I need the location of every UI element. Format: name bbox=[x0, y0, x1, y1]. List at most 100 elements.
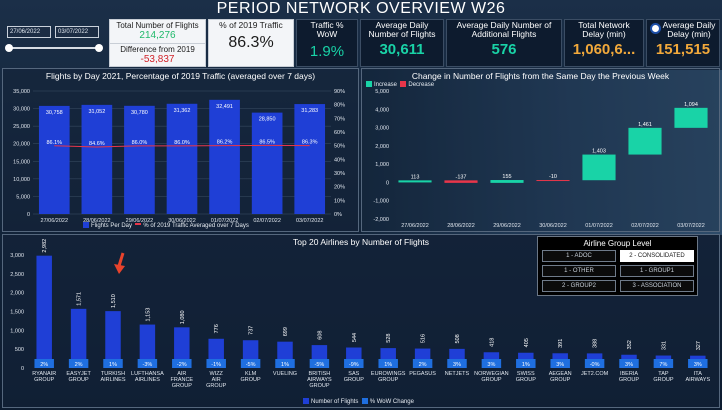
wow-change-bar bbox=[103, 359, 123, 368]
waterfall-value-label: -137 bbox=[455, 174, 466, 180]
airline-group-option-consolidated[interactable]: 2 - CONSOLIDATED bbox=[620, 250, 694, 262]
y2-tick-label: 50% bbox=[334, 144, 345, 150]
airline-bar bbox=[105, 311, 121, 368]
background-window bbox=[362, 70, 722, 235]
y-tick-label: 2,000 bbox=[375, 144, 389, 150]
airline-name-label: SAS bbox=[348, 371, 359, 377]
kpi-pct-2019-value: 86.3% bbox=[228, 34, 274, 51]
waterfall-value-label: -10 bbox=[549, 174, 557, 180]
airline-name-label: GROUP bbox=[619, 377, 640, 383]
kpi-traffic-wow-label: Traffic % WoW bbox=[310, 20, 344, 39]
y-tick-label: 0 bbox=[27, 212, 30, 218]
x-tick-label: 02/07/2022 bbox=[253, 218, 281, 224]
legend-decrease-swatch bbox=[400, 81, 407, 87]
airline-group-option-other[interactable]: 1 - OTHER bbox=[542, 265, 616, 277]
y-tick-label: 5,000 bbox=[375, 89, 389, 95]
y-tick-label: 3,000 bbox=[375, 126, 389, 132]
waterfall-bar bbox=[536, 180, 570, 182]
airline-group-option-group2[interactable]: 2 - GROUP2 bbox=[542, 280, 616, 292]
wow-change-bar bbox=[584, 359, 605, 368]
weekly-change-chart: -2,000 -1,000 0 1,000 2,000 3,000 4,000 5,000 11… bbox=[373, 89, 708, 229]
kpi-total-flights-label: Total Number of Flights bbox=[116, 21, 199, 30]
airline-bar bbox=[70, 308, 87, 368]
x-tick-label: 27/06/2022 bbox=[41, 218, 69, 224]
date-slider-start-handle[interactable] bbox=[5, 44, 13, 52]
y2-tick-label: 20% bbox=[334, 185, 345, 191]
date-slider-track[interactable] bbox=[7, 47, 99, 49]
pct-label: 86.0% bbox=[174, 140, 190, 146]
wow-change-bar bbox=[34, 359, 54, 368]
airline-name-label: NETJETS bbox=[445, 371, 470, 377]
airline-name-label: AIRLINES bbox=[135, 377, 160, 383]
airline-name-label: AIRWAYS bbox=[685, 377, 710, 383]
legend-airline-flights: Number of Flights bbox=[311, 399, 359, 405]
airline-group-option-group1[interactable]: 1 - GROUP1 bbox=[620, 265, 694, 277]
bar-value-label: 31,283 bbox=[301, 108, 318, 114]
x-tick-label: 01/07/2022 bbox=[211, 218, 239, 224]
wow-change-bar bbox=[619, 359, 639, 368]
y2-tick-label: 40% bbox=[334, 157, 345, 163]
bar bbox=[124, 105, 155, 214]
date-range-slicer[interactable]: 27/06/2022 03/07/2022 bbox=[3, 20, 103, 64]
date-slider-end-handle[interactable] bbox=[95, 44, 103, 52]
wow-change-bar bbox=[447, 359, 467, 368]
airline-value-label: 331 bbox=[661, 341, 667, 350]
x-tick-label: 30/06/2022 bbox=[168, 218, 196, 224]
airline-group-title: Airline Group Level bbox=[583, 239, 652, 248]
date-to-input[interactable]: 03/07/2022 bbox=[55, 26, 99, 38]
wow-change-label: -5% bbox=[315, 362, 325, 368]
airline-value-label: 544 bbox=[352, 333, 358, 342]
airline-name-label: JET2.COM bbox=[581, 371, 609, 377]
pct-label: 86.3% bbox=[302, 140, 318, 146]
y-tick-label: 30,000 bbox=[13, 107, 30, 113]
airline-value-label: 516 bbox=[421, 334, 427, 343]
kpi-pct-2019: % of 2019 Traffic 86.3% bbox=[208, 19, 294, 67]
wow-change-label: 3% bbox=[487, 362, 495, 368]
y-tick-label: 1,000 bbox=[10, 328, 24, 334]
flights-by-day-title: Flights by Day 2021, Percentage of 2019 … bbox=[45, 71, 316, 81]
legend-pct-2019: % of 2019 Traffic Averaged over 7 Days bbox=[143, 223, 249, 229]
airline-name-label: FRANCE bbox=[170, 377, 193, 383]
airline-value-label: 1,153 bbox=[145, 308, 151, 322]
pct-2019-line bbox=[54, 144, 310, 148]
kpi-difference-label: Difference from 2019 bbox=[120, 45, 195, 54]
legend-flights-per-day: Flights Per Day bbox=[91, 223, 133, 229]
y-tick-label: 20,000 bbox=[13, 142, 30, 148]
waterfall-bar bbox=[628, 127, 662, 155]
bar-value-label: 32,491 bbox=[216, 104, 233, 110]
airline-bar bbox=[36, 255, 52, 368]
x-tick-label: 30/06/2022 bbox=[539, 223, 567, 229]
wow-change-label: 3% bbox=[453, 362, 461, 368]
x-tick-label: 28/06/2022 bbox=[447, 223, 475, 229]
airline-value-label: 327 bbox=[696, 341, 702, 350]
wow-change-label: -0% bbox=[590, 362, 600, 368]
date-from-input[interactable]: 27/06/2022 bbox=[7, 26, 51, 38]
airline-value-label: 1,571 bbox=[77, 292, 83, 306]
airline-name-label: GROUP bbox=[344, 377, 365, 383]
airline-group-option-association[interactable]: 3 - ASSOCIATION bbox=[620, 280, 694, 292]
airline-value-label: 699 bbox=[283, 327, 289, 336]
kpi-traffic-wow-value: 1.9% bbox=[309, 43, 345, 60]
kpi-avg-delay-label: Average Daily Delay (min) bbox=[662, 20, 716, 39]
wow-change-bar bbox=[137, 359, 158, 368]
airline-name-label: GROUP bbox=[34, 377, 55, 383]
kpi-avg-daily-value: 30,611 bbox=[379, 41, 425, 58]
airline-value-label: 391 bbox=[558, 339, 564, 348]
wow-change-bar bbox=[378, 359, 398, 368]
airline-group-option-adoc[interactable]: 1 - ADOC bbox=[542, 250, 616, 262]
airline-name-label: LUFTHANSA bbox=[131, 371, 164, 377]
airline-bar bbox=[174, 327, 190, 368]
wow-change-label: -5% bbox=[246, 362, 256, 368]
airline-value-label: 528 bbox=[386, 334, 392, 343]
airline-name-label: ITA bbox=[694, 371, 702, 377]
y2-tick-label: 10% bbox=[334, 198, 345, 204]
airline-name-label: GROUP bbox=[653, 377, 674, 383]
bar bbox=[209, 99, 240, 214]
y-tick-label: 4,000 bbox=[375, 107, 389, 113]
legend-wow-swatch bbox=[361, 398, 368, 404]
y-tick-label: 0 bbox=[386, 180, 389, 186]
y-tick-label: 10,000 bbox=[13, 177, 30, 183]
x-tick-label: 01/07/2022 bbox=[585, 223, 613, 229]
airline-name-label: TAP bbox=[658, 371, 669, 377]
wow-change-bar bbox=[172, 359, 192, 368]
